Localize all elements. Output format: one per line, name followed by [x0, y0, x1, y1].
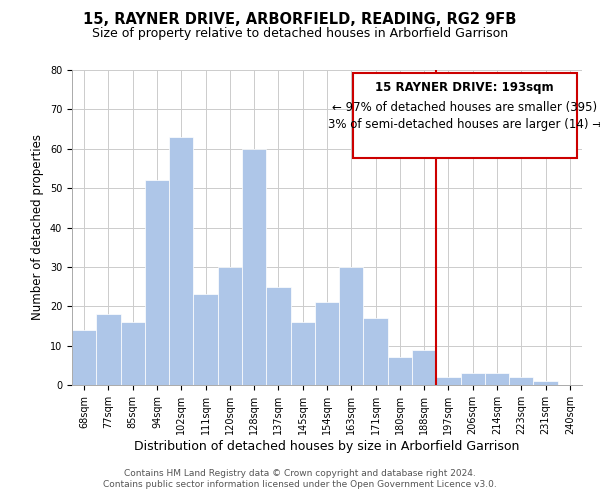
Bar	[169, 137, 193, 385]
X-axis label: Distribution of detached houses by size in Arborfield Garrison: Distribution of detached houses by size …	[134, 440, 520, 452]
Bar	[193, 294, 218, 385]
Bar	[485, 373, 509, 385]
Text: Contains public sector information licensed under the Open Government Licence v3: Contains public sector information licen…	[103, 480, 497, 489]
Bar	[315, 302, 339, 385]
Bar	[290, 322, 315, 385]
Bar	[339, 267, 364, 385]
Y-axis label: Number of detached properties: Number of detached properties	[31, 134, 44, 320]
Text: ← 97% of detached houses are smaller (395): ← 97% of detached houses are smaller (39…	[332, 100, 597, 114]
Bar	[96, 314, 121, 385]
Text: 15, RAYNER DRIVE, ARBORFIELD, READING, RG2 9FB: 15, RAYNER DRIVE, ARBORFIELD, READING, R…	[83, 12, 517, 28]
Bar	[218, 267, 242, 385]
Bar	[364, 318, 388, 385]
Bar	[145, 180, 169, 385]
Bar	[388, 358, 412, 385]
Bar	[533, 381, 558, 385]
Bar	[72, 330, 96, 385]
Text: 3% of semi-detached houses are larger (14) →: 3% of semi-detached houses are larger (1…	[328, 118, 600, 131]
Bar	[436, 377, 461, 385]
Bar	[121, 322, 145, 385]
Text: Contains HM Land Registry data © Crown copyright and database right 2024.: Contains HM Land Registry data © Crown c…	[124, 468, 476, 477]
Bar	[461, 373, 485, 385]
Bar	[242, 149, 266, 385]
Bar	[412, 350, 436, 385]
Bar	[266, 286, 290, 385]
Text: 15 RAYNER DRIVE: 193sqm: 15 RAYNER DRIVE: 193sqm	[376, 80, 554, 94]
Bar	[509, 377, 533, 385]
Text: Size of property relative to detached houses in Arborfield Garrison: Size of property relative to detached ho…	[92, 28, 508, 40]
